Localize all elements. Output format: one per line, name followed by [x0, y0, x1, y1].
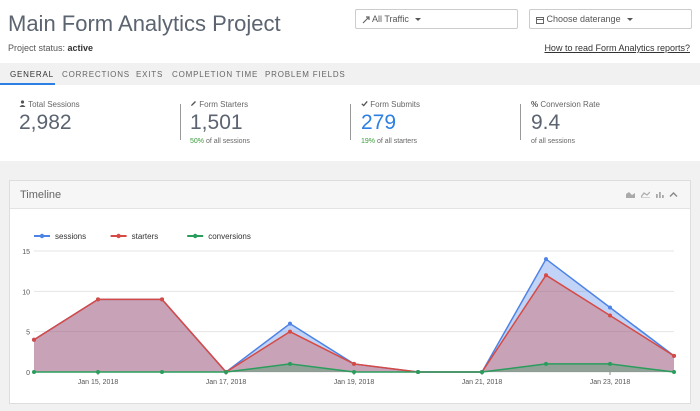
stats-panel: Total Sessions 2,982 Form Starters 1,501…	[0, 85, 700, 161]
conversions-point	[608, 361, 612, 366]
conversions-point	[224, 370, 228, 374]
y-tick-label: 10	[22, 289, 30, 296]
daterange-select-label: Choose daterange	[546, 14, 621, 24]
project-status-value: active	[67, 43, 94, 53]
stat-subtext: of all starters	[375, 138, 418, 145]
legend-marker-sessions	[39, 233, 45, 239]
sessions-point	[544, 257, 548, 262]
starters-point	[672, 353, 676, 358]
stat-subtext: of all sessions	[531, 138, 575, 145]
starters-point	[352, 361, 356, 366]
legend-label-conversions: conversions	[208, 232, 251, 241]
stat-label: Form Starters	[199, 100, 249, 109]
area-chart-icon[interactable]	[626, 191, 635, 198]
x-tick-label: Jan 23, 2018	[590, 379, 631, 386]
stat-percentage: 19%	[361, 138, 376, 145]
timeline-chart: 0 5 10 15 Jan 15, 2018 Jan 17, 2018 Jan 19, 20…	[22, 232, 676, 386]
stat-divider	[520, 104, 521, 140]
conversions-point	[480, 370, 484, 374]
conversions-point	[160, 370, 164, 374]
sessions-point	[608, 305, 612, 310]
timeline-header: Timeline	[10, 181, 690, 209]
timeline-panel: Timeline 0 5 10 15 Jan 15, 2018 Jan 17, 2018 J…	[9, 180, 691, 404]
conversions-point	[672, 370, 676, 374]
conversions-area	[34, 363, 674, 372]
traffic-select-label: All Traffic	[372, 14, 409, 24]
header: Main Form Analytics Project Project stat…	[0, 0, 700, 63]
y-tick-label: 0	[26, 370, 30, 377]
tab-general[interactable]: GENERAL	[10, 70, 54, 79]
starters-point	[544, 273, 548, 278]
calendar-icon	[536, 16, 544, 24]
stat-value: 279	[361, 111, 397, 134]
conversions-point	[416, 370, 420, 374]
percent-icon: %	[531, 100, 539, 109]
stat-form-submits: Form Submits 279 19% of all starters	[361, 100, 420, 145]
page-title: Main Form Analytics Project	[8, 11, 281, 36]
conversions-point	[288, 361, 292, 366]
stat-value: 2,982	[19, 111, 72, 134]
stat-label: Conversion Rate	[540, 100, 600, 109]
project-status: Project status: active	[8, 43, 93, 53]
legend-label-starters: starters	[132, 232, 159, 241]
chevron-down-icon	[627, 18, 634, 22]
x-tick-label: Jan 21, 2018	[462, 379, 503, 386]
starters-point	[288, 329, 292, 334]
help-link[interactable]: How to read Form Analytics reports?	[544, 43, 690, 53]
tab-completion-time[interactable]: COMPLETION TIME	[172, 70, 259, 79]
tab-problem-fields[interactable]: PROBLEM FIELDS	[265, 70, 346, 79]
stat-label: Total Sessions	[28, 100, 80, 109]
starters-point	[32, 337, 36, 342]
stat-total-sessions: Total Sessions 2,982	[19, 100, 80, 135]
conversions-point	[96, 370, 100, 374]
conversions-point	[352, 370, 356, 374]
y-tick-label: 5	[26, 330, 30, 337]
bar-chart-icon[interactable]	[655, 191, 664, 198]
project-status-label: Project status:	[8, 43, 66, 53]
starters-point	[608, 313, 612, 318]
sessions-point	[288, 321, 292, 326]
collapse-icon[interactable]	[669, 191, 678, 198]
x-tick-label: Jan 19, 2018	[334, 379, 375, 386]
starters-area	[34, 275, 674, 372]
conversions-point	[32, 370, 36, 374]
tab-corrections[interactable]: CORRECTIONS	[62, 70, 130, 79]
chevron-down-icon	[415, 18, 422, 22]
conversions-point	[544, 361, 548, 366]
x-tick-label: Jan 15, 2018	[78, 379, 119, 386]
x-tick-label: Jan 17, 2018	[206, 379, 247, 386]
timeline-title: Timeline	[20, 189, 62, 201]
legend-marker-conversions	[193, 233, 198, 239]
stat-divider	[180, 104, 181, 140]
legend-marker-starters	[116, 233, 121, 239]
stat-conversion-rate: % Conversion Rate 9.4 of all sessions	[531, 100, 600, 145]
stat-value: 9.4	[531, 111, 561, 134]
stat-value: 1,501	[190, 111, 243, 134]
legend-label-sessions: sessions	[55, 232, 86, 241]
pencil-icon	[191, 101, 196, 106]
line-chart-icon[interactable]	[641, 191, 650, 198]
sessions-area	[34, 259, 674, 372]
starters-point	[96, 297, 100, 302]
y-tick-label: 15	[22, 249, 30, 256]
tab-exits[interactable]: EXITS	[136, 70, 164, 79]
active-tab-indicator	[0, 83, 55, 85]
tab-bar: GENERAL CORRECTIONS EXITS COMPLETION TIM…	[0, 63, 700, 89]
traffic-icon	[362, 16, 370, 24]
check-icon	[361, 100, 368, 107]
starters-point	[160, 297, 164, 302]
stat-subtext: of all sessions	[204, 138, 250, 145]
user-icon	[19, 100, 26, 107]
stat-label: Form Submits	[370, 100, 421, 109]
traffic-select[interactable]: All Traffic	[355, 9, 518, 29]
stat-form-starters: Form Starters 1,501 50% of all sessions	[190, 100, 250, 145]
stat-percentage: 50%	[190, 138, 205, 145]
stat-divider	[350, 104, 351, 140]
daterange-select[interactable]: Choose daterange	[529, 9, 692, 29]
